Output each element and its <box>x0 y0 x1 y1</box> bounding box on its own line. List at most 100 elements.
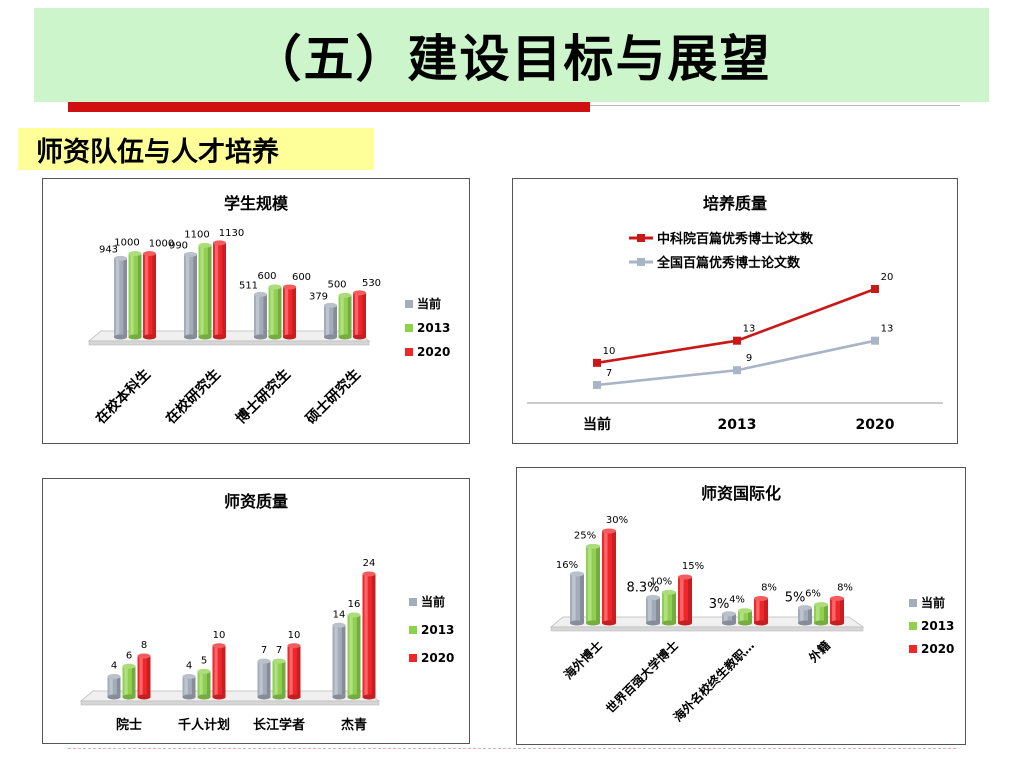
bar-1-2-cap <box>213 240 226 246</box>
data-label-3-0: 14 <box>333 609 346 620</box>
category-label-1: 千人计划 <box>178 717 230 733</box>
category-label-2: 海外名校终生教职… <box>670 638 757 725</box>
bar-2-2-base <box>283 334 296 340</box>
bar-0-1-highlight <box>124 666 128 697</box>
bar-2-1-base <box>272 694 286 700</box>
point-1-1 <box>733 366 741 375</box>
chart-title: 师资质量 <box>224 492 288 511</box>
data-label-3-2: 8% <box>837 582 853 593</box>
bar-3-2-base <box>362 694 376 700</box>
legend-label-0: 中科院百篇优秀博士论文数 <box>657 231 814 247</box>
data-label-0-1: 6 <box>126 650 132 661</box>
bar-3-0-base <box>798 620 812 626</box>
bar-3-0-highlight <box>325 305 330 337</box>
bar-0-1-base <box>128 334 142 340</box>
legend-label-1: 2013 <box>417 321 450 335</box>
legend-label-2: 2020 <box>421 651 454 665</box>
data-label-0-2: 20 <box>881 272 894 283</box>
bar-0-0-base <box>107 694 121 700</box>
bar-3-2-base <box>353 334 366 340</box>
bar-1-2-base <box>212 694 226 700</box>
bar-0-0-cap <box>114 255 127 261</box>
data-label-0-0: 10 <box>603 346 616 357</box>
bar-0-0-cap <box>570 571 584 577</box>
bar-1-0-shade <box>191 676 196 697</box>
legend-label-0: 当前 <box>417 296 441 311</box>
bar-2-0-base <box>257 694 271 700</box>
data-label-3-2: 530 <box>362 278 381 289</box>
category-label-3: 外籍 <box>806 638 834 666</box>
chart-title: 师资国际化 <box>701 484 781 503</box>
bar-2-1-cap <box>272 658 286 664</box>
bar-0-0-shade <box>123 258 127 337</box>
bar-0-0-shade <box>580 573 584 623</box>
legend-swatch-0 <box>909 599 917 607</box>
bar-3-0-cap <box>324 302 337 308</box>
data-label-0-1: 1000 <box>114 238 139 249</box>
chart-floor-edge <box>80 700 380 706</box>
data-label-1-2: 10 <box>213 630 226 641</box>
bar-3-2-shade <box>362 292 366 337</box>
data-label-0-1: 25% <box>574 530 596 541</box>
bar-0-2-highlight <box>139 656 143 697</box>
category-label-0: 海外博士 <box>561 638 606 683</box>
bar-3-0-cap <box>332 622 346 628</box>
bar-3-1-shade <box>356 615 361 697</box>
data-label-2-0: 7 <box>261 645 267 656</box>
bar-3-1-base <box>814 620 828 626</box>
bar-3-1-shade <box>347 295 352 337</box>
bar-1-0-highlight <box>185 254 190 337</box>
chart-floor-edge <box>550 626 864 632</box>
category-label-1: 在校研究生 <box>162 366 224 428</box>
category-label-3: 杰青 <box>341 717 367 733</box>
data-label-1-0: 4 <box>186 661 192 672</box>
bar-2-1-base <box>738 620 752 626</box>
data-label-1-0: 7 <box>606 368 612 379</box>
bar-2-2-highlight <box>284 287 289 337</box>
bar-3-2-cap <box>353 290 366 296</box>
bar-2-0 <box>722 613 736 623</box>
bar-2-0-highlight <box>259 661 263 697</box>
bar-2-0-highlight <box>255 294 260 337</box>
bar-0-0-highlight <box>109 676 113 697</box>
legend-swatch-2 <box>405 348 413 356</box>
bar-3-0-base <box>324 334 337 340</box>
legend-label-1: 2013 <box>421 623 454 637</box>
data-label-1-1: 5 <box>201 655 207 666</box>
bar-1-0-base <box>182 694 196 700</box>
bar-3-1-highlight <box>340 295 344 337</box>
bar-0-1-base <box>122 694 136 700</box>
bar-3-2-cap <box>362 571 376 577</box>
bar-2-0-cap <box>722 611 736 617</box>
data-label-2-0: 511 <box>239 280 258 291</box>
data-label-1-0: 8.3% <box>626 581 659 596</box>
legend-label-0: 当前 <box>921 595 945 610</box>
bar-2-0-highlight <box>724 613 728 623</box>
bar-3-2-highlight <box>364 574 368 697</box>
bar-2-2-cap <box>754 595 768 601</box>
series-line-0 <box>596 287 876 365</box>
data-label-0-0: 16% <box>556 560 578 571</box>
bar-3-1-shade <box>824 604 828 623</box>
bar-2-1-highlight <box>270 287 274 337</box>
bar-1-0-highlight <box>648 597 652 623</box>
bar-3-1-cap <box>347 612 361 618</box>
category-label-2: 博士研究生 <box>232 366 294 428</box>
title-underline-red <box>68 102 590 112</box>
point-1-0 <box>593 381 601 389</box>
bar-0-0-base <box>570 620 584 626</box>
bar-3-0-shade <box>341 625 346 697</box>
data-label-1-1: 1100 <box>184 229 209 240</box>
bar-0-2-cap <box>602 528 616 534</box>
data-label-3-0: 5% <box>785 591 806 606</box>
data-label-3-1: 16 <box>348 599 361 610</box>
data-label-0-0: 4 <box>111 661 117 672</box>
data-label-0-2: 8 <box>141 640 147 651</box>
bottom-divider <box>68 748 956 749</box>
data-label-2-1: 4% <box>729 595 745 606</box>
data-label-2-1: 7 <box>276 645 282 656</box>
bar-1-2-base <box>213 334 226 340</box>
bar-3-0-highlight <box>334 625 338 697</box>
